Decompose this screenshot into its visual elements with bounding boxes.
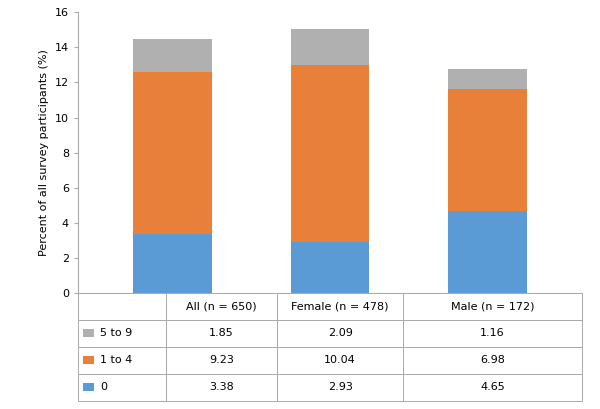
Text: 1 to 4: 1 to 4 [100, 355, 133, 365]
Bar [277, 320, 403, 347]
Text: Male (n = 172): Male (n = 172) [451, 301, 534, 311]
Bar [78, 293, 166, 320]
Bar [277, 293, 403, 320]
Text: Female (n = 478): Female (n = 478) [292, 301, 389, 311]
Bar [448, 69, 527, 89]
Text: 1.16: 1.16 [480, 328, 505, 338]
Bar [290, 65, 370, 241]
Bar [166, 320, 277, 347]
Bar [277, 374, 403, 401]
Bar [403, 374, 582, 401]
Text: 9.23: 9.23 [209, 355, 234, 365]
Bar [448, 89, 527, 211]
Bar [290, 241, 370, 293]
Bar [166, 374, 277, 401]
Text: 2.93: 2.93 [328, 382, 353, 392]
Bar [448, 211, 527, 293]
Text: 10.04: 10.04 [324, 355, 356, 365]
Text: 4.65: 4.65 [480, 382, 505, 392]
Text: 2.09: 2.09 [328, 328, 353, 338]
Bar [133, 72, 212, 234]
Bar [166, 293, 277, 320]
Bar [166, 347, 277, 374]
Text: 1.85: 1.85 [209, 328, 234, 338]
Text: 0: 0 [100, 382, 107, 392]
Bar [78, 347, 166, 374]
Text: 6.98: 6.98 [480, 355, 505, 365]
Text: 5 to 9: 5 to 9 [100, 328, 133, 338]
Bar [83, 329, 94, 337]
Text: All (n = 650): All (n = 650) [187, 301, 257, 311]
Bar [133, 39, 212, 72]
Bar [277, 347, 403, 374]
Bar [78, 320, 166, 347]
Bar [83, 383, 94, 391]
Bar [83, 356, 94, 364]
Bar [290, 29, 370, 65]
Bar [403, 320, 582, 347]
Y-axis label: Percent of all survey participants (%): Percent of all survey participants (%) [39, 49, 49, 256]
Bar [403, 293, 582, 320]
Bar [78, 374, 166, 401]
Text: 3.38: 3.38 [209, 382, 234, 392]
Bar [403, 347, 582, 374]
Bar [133, 234, 212, 293]
